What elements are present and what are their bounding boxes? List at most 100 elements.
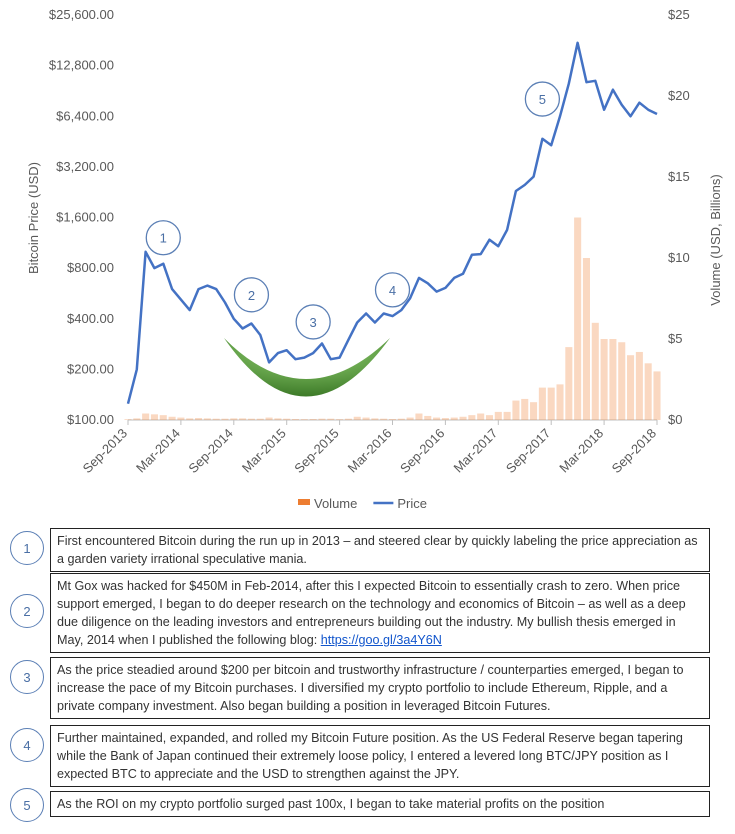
note-box: Further maintained, expanded, and rolled…: [50, 725, 710, 787]
volume-bar: [485, 415, 494, 420]
y-tick-label: $25,600.00: [49, 7, 114, 22]
note-box: Mt Gox was hacked for $450M in Feb-2014,…: [50, 573, 710, 653]
legend-swatch: [298, 499, 310, 505]
note-link[interactable]: https://goo.gl/3a4Y6N: [320, 633, 442, 647]
volume-bar: [565, 347, 573, 420]
annotation-circle: [374, 272, 411, 308]
volume-bar: [256, 418, 264, 420]
note-box: As the ROI on my crypto portfolio surged…: [50, 791, 710, 817]
annotation-label: 1: [160, 231, 167, 246]
y-tick-label: $1,600.00: [56, 210, 114, 225]
x-tick-label: Mar-2016: [345, 426, 395, 476]
volume-bar: [247, 418, 255, 420]
volume-bar: [195, 418, 203, 420]
annotation-label: 5: [539, 92, 546, 107]
volume-bar: [274, 418, 282, 420]
annotation-label: 3: [310, 315, 317, 330]
chart: Bitcoin Price (USD) Volume (USD, Billion…: [26, 7, 723, 511]
volume-bar: [424, 415, 432, 420]
volume-bar: [212, 418, 220, 420]
volume-bar: [644, 363, 652, 420]
volume-bar: [547, 387, 555, 420]
smile-shape: [224, 338, 390, 397]
volume-bar: [512, 400, 520, 420]
y-tick-label: $400.00: [67, 311, 114, 326]
note-number: 5: [10, 788, 44, 822]
x-tick-label: Mar-2018: [556, 426, 606, 476]
volume-bar: [574, 217, 582, 420]
volume-bar: [239, 418, 247, 420]
note-text: As the price steadied around $200 per bi…: [57, 663, 684, 713]
x-tick-label: Mar-2014: [133, 426, 183, 476]
volume-bar: [397, 418, 405, 420]
volume-bar: [591, 322, 599, 420]
y2-tick-label: $15: [668, 169, 690, 184]
y-tick-label: $6,400.00: [56, 108, 114, 123]
x-tick-label: Sep-2017: [503, 426, 553, 476]
volume-bar: [503, 411, 511, 420]
volume-bar: [433, 417, 441, 420]
volume-bar: [635, 351, 643, 420]
volume-bar: [538, 387, 546, 420]
note-text: First encountered Bitcoin during the run…: [57, 534, 698, 566]
y2-tick-label: $10: [668, 250, 690, 265]
volume-bar: [353, 416, 361, 420]
annotation-circle: [524, 81, 561, 117]
note-text: Further maintained, expanded, and rolled…: [57, 731, 683, 781]
note-number: 4: [10, 728, 44, 762]
note-text: Mt Gox was hacked for $450M in Feb-2014,…: [57, 579, 686, 647]
volume-bar: [530, 402, 538, 420]
volume-bar: [388, 419, 397, 420]
y2-tick-label: $20: [668, 88, 690, 103]
legend-label: Price: [397, 496, 427, 511]
note-text: As the ROI on my crypto portfolio surged…: [57, 797, 605, 811]
volume-bar: [653, 371, 661, 420]
y-tick-label: $12,800.00: [49, 58, 114, 73]
volume-bar: [494, 411, 502, 420]
x-tick-label: Mar-2017: [450, 426, 500, 476]
volume-bar: [336, 419, 344, 420]
volume-bar: [344, 418, 352, 420]
volume-bar: [362, 417, 370, 420]
volume-bar: [415, 413, 423, 420]
volume-bar: [627, 355, 635, 420]
volume-bar: [582, 258, 590, 420]
volume-bar: [142, 413, 150, 420]
volume-bar: [203, 418, 211, 420]
volume-bar: [159, 415, 167, 420]
annotation-circle: [295, 304, 331, 340]
volume-bar: [618, 342, 626, 420]
y2-axis-title: Volume (USD, Billions): [708, 174, 723, 306]
annotation-label: 4: [389, 283, 396, 298]
annotation-label: 2: [248, 288, 255, 303]
volume-bar: [230, 418, 238, 420]
volume-bar: [477, 413, 485, 420]
volume-bar: [459, 416, 467, 420]
x-tick-label: Sep-2018: [609, 426, 659, 476]
y-tick-label: $3,200.00: [56, 159, 114, 174]
volume-bar: [521, 398, 529, 420]
legend-label: Volume: [314, 496, 357, 511]
x-tick-label: Mar-2015: [239, 426, 289, 476]
note-number: 1: [10, 531, 44, 565]
x-tick-label: Sep-2016: [397, 426, 447, 476]
volume-bar: [309, 419, 317, 420]
note-number: 3: [10, 660, 44, 694]
volume-bar: [406, 417, 414, 420]
volume-bar: [327, 418, 335, 420]
note-box: As the price steadied around $200 per bi…: [50, 657, 710, 719]
volume-bar: [450, 417, 458, 420]
x-tick-label: Sep-2013: [80, 426, 130, 476]
y2-tick-label: $25: [668, 7, 690, 22]
volume-bar: [168, 416, 176, 420]
volume-bar: [468, 415, 476, 420]
volume-bar: [291, 419, 300, 420]
volume-bar: [318, 418, 326, 420]
volume-bar: [150, 414, 158, 420]
volume-bar: [265, 417, 273, 420]
volume-bar: [371, 418, 379, 420]
y2-tick-label: $5: [668, 331, 682, 346]
volume-bar: [283, 418, 291, 420]
y-axis-title: Bitcoin Price (USD): [26, 162, 41, 274]
